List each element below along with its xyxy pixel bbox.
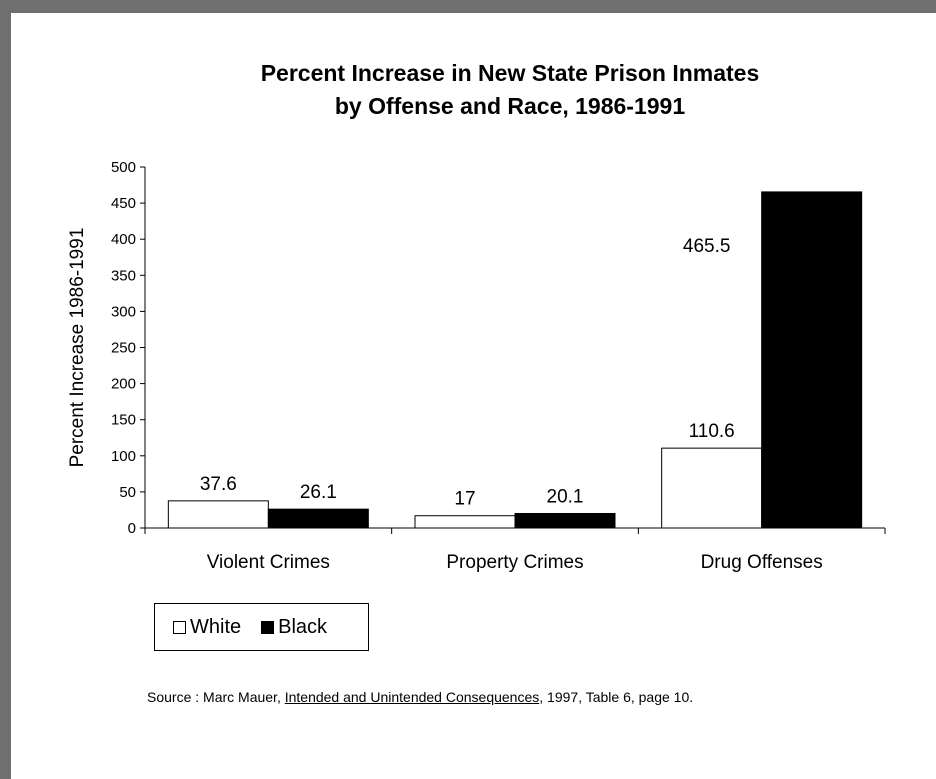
- y-tick-label: 300: [111, 303, 136, 320]
- y-tick-label: 0: [128, 520, 136, 537]
- x-category-label: Violent Crimes: [207, 552, 330, 573]
- y-tick-label: 150: [111, 412, 136, 429]
- y-tick-label: 400: [111, 231, 136, 248]
- data-label: 20.1: [547, 486, 584, 507]
- x-category-label: Drug Offenses: [701, 552, 823, 573]
- bar-black: [514, 512, 616, 529]
- legend-label-white: White: [190, 615, 242, 638]
- y-tick-label: 250: [111, 340, 136, 357]
- source-suffix: , 1997, Table 6, page 10.: [539, 689, 694, 705]
- bar-white: [414, 515, 516, 529]
- data-label: 17: [454, 489, 475, 510]
- chart-legend: White Black: [154, 603, 369, 651]
- legend-item-black: Black: [261, 616, 327, 639]
- bar-chart: 0 50 100 150 200 250 300 350 400 450 500 Percent In…: [67, 159, 886, 573]
- bar-black: [267, 508, 369, 529]
- y-tick-label: 500: [111, 159, 136, 176]
- y-tick-label: 350: [111, 267, 136, 284]
- y-tick-label: 450: [111, 195, 136, 212]
- bar-black: [761, 191, 863, 529]
- y-axis-label: Percent Increase 1986-1991: [67, 228, 88, 468]
- legend-item-white: White: [173, 616, 241, 639]
- data-label: 465.5: [683, 236, 731, 257]
- bar-white: [167, 500, 269, 529]
- y-tick-label: 50: [119, 484, 136, 501]
- data-label: 37.6: [200, 474, 237, 495]
- legend-swatch-black: [261, 620, 275, 634]
- bar-white: [661, 447, 763, 529]
- source-book-title: Intended and Unintended Consequences: [284, 689, 540, 705]
- data-label: 26.1: [300, 482, 337, 503]
- data-label: 110.6: [689, 421, 735, 442]
- x-category-label: Property Crimes: [446, 552, 583, 573]
- y-tick-label: 100: [111, 448, 136, 465]
- y-tick-label: 200: [111, 376, 136, 393]
- legend-label-black: Black: [278, 615, 328, 638]
- legend-swatch-white: [173, 620, 186, 634]
- chart-title-line1: Percent Increase in New State Prison Inm…: [260, 60, 760, 86]
- chart-title-line2: by Offense and Race, 1986-1991: [334, 93, 686, 119]
- source-prefix: Source : Marc Mauer,: [147, 689, 285, 705]
- source-note: Source : Marc Mauer, Intended and Uninte…: [147, 687, 777, 707]
